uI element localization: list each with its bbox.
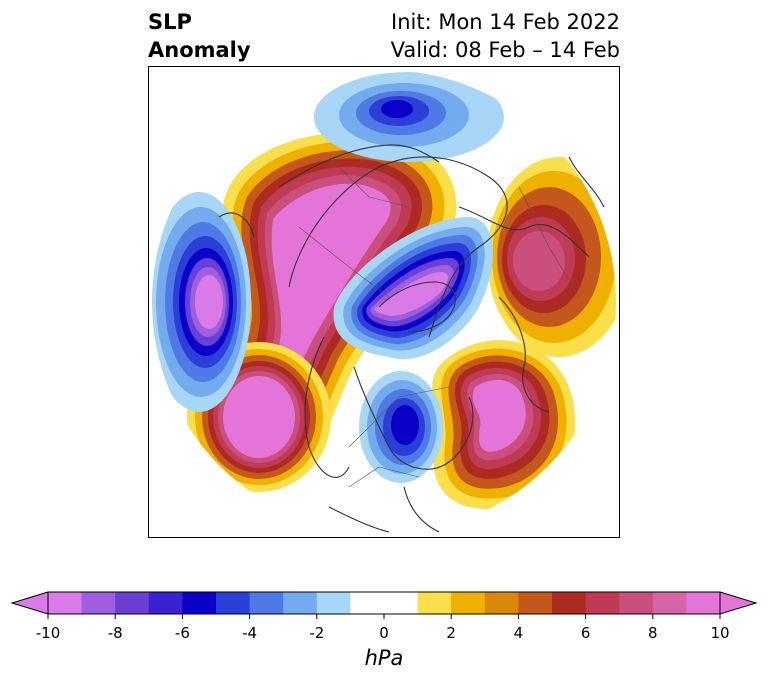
title-valid-range: Valid: 08 Feb – 14 Feb [390,38,620,62]
colorbar-bin [283,592,318,614]
colorbar-bin [48,592,83,614]
colorbar-extend-max [719,591,758,615]
positive-anomaly-north-atlantic [432,340,576,509]
negative-anomaly-west-pacific [152,192,251,412]
colorbar-bin [249,592,284,614]
colorbar-bin [350,592,385,614]
title-variable: SLP [148,10,192,34]
colorbar-tick-label: -2 [309,624,325,642]
map-title-right: Init: Mon 14 Feb 2022 Valid: 08 Feb – 14… [391,8,620,64]
colorbar-bin [518,592,553,614]
colorbar-bin [619,592,654,614]
colorbar-bin [115,592,150,614]
colorbar-tick-label: 6 [580,624,591,642]
colorbar-unit-label: hPa [364,646,404,670]
colorbar-tick-label: 0 [379,624,389,642]
colorbar-bin [148,592,183,614]
colorbar-tick-label: -8 [107,624,123,642]
colorbar-bin [417,592,452,614]
colorbar-bin [652,592,687,614]
colorbar-bin [216,592,251,614]
colorbar-tick-label: 2 [446,624,456,642]
map-title-left: SLP Anomaly [148,8,251,64]
negative-anomaly-siberia [314,72,504,162]
colorbar-tick-label: -4 [242,624,258,642]
positive-anomaly-europe [487,157,616,357]
colorbar-bin [81,592,116,614]
colorbar-bin [552,592,587,614]
negative-anomaly-eastern-north-america [359,371,443,483]
colorbar-tick-label: -6 [174,624,190,642]
coastlines [218,144,605,533]
colorbar-tick-label: 8 [648,624,658,642]
colorbar-bin [484,592,519,614]
colorbar-bin [585,592,620,614]
anomaly-map [152,72,616,533]
colorbar-bin [316,592,351,614]
colorbar-tick-label: 4 [513,624,524,642]
colorbar-bin [451,592,486,614]
title-anomaly: Anomaly [148,38,251,62]
negative-anomaly-arctic [333,217,493,360]
colorbar-tick-label: -10 [35,624,61,642]
map-panel [148,66,620,538]
political-borders [298,156,580,488]
colorbar [10,591,758,619]
colorbar-tick-label: 10 [710,624,730,642]
colorbar-bin [384,592,419,614]
title-init-date: Init: Mon 14 Feb 2022 [391,10,620,34]
colorbar-bin [182,592,217,614]
colorbar-bin [686,592,721,614]
colorbar-extend-min [10,591,49,615]
